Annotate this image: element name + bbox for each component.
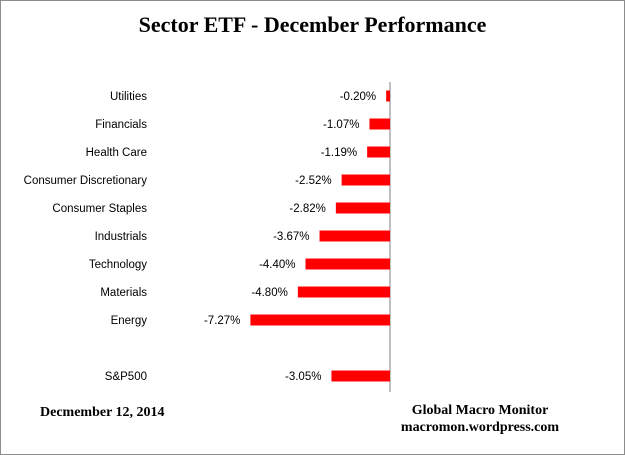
bar-industrials xyxy=(319,230,390,242)
source-name: Global Macro Monitor xyxy=(411,403,549,418)
footer-source: Global Macro Monitor macromon.wordpress.… xyxy=(380,402,580,436)
value-label-health-care: -1.19% xyxy=(321,147,357,159)
category-label-s-p500: S&P500 xyxy=(105,371,147,383)
bar-materials xyxy=(297,286,390,298)
bar-consumer-discretionary xyxy=(341,174,390,186)
value-label-materials: -4.80% xyxy=(251,287,287,299)
bar-health-care xyxy=(367,146,390,158)
bar-technology xyxy=(305,258,390,270)
value-label-consumer-staples: -2.82% xyxy=(289,203,325,215)
bar-utilities xyxy=(386,90,390,102)
category-label-technology: Technology xyxy=(89,259,147,271)
category-label-consumer-staples: Consumer Staples xyxy=(52,203,147,215)
category-label-materials: Materials xyxy=(100,287,147,299)
value-label-utilities: -0.20% xyxy=(340,91,376,103)
source-url: macromon.wordpress.com xyxy=(400,420,560,435)
category-label-energy: Energy xyxy=(111,315,148,327)
category-label-financials: Financials xyxy=(95,119,147,131)
value-label-consumer-discretionary: -2.52% xyxy=(295,175,331,187)
chart-title: Sector ETF - December Performance xyxy=(138,12,487,37)
category-label-health-care: Health Care xyxy=(86,147,147,159)
value-label-technology: -4.40% xyxy=(259,259,295,271)
category-label-utilities: Utilities xyxy=(110,91,147,103)
bar-consumer-staples xyxy=(335,202,390,214)
value-label-financials: -1.07% xyxy=(323,119,359,131)
category-label-industrials: Industrials xyxy=(95,231,148,243)
bar-s-p500 xyxy=(331,370,390,382)
value-label-s-p500: -3.05% xyxy=(285,371,321,383)
bar-energy xyxy=(250,314,390,326)
category-label-consumer-discretionary: Consumer Discretionary xyxy=(24,175,148,187)
value-label-energy: -7.27% xyxy=(204,315,240,327)
footer-date: Decmember 12, 2014 xyxy=(40,405,165,420)
value-label-industrials: -3.67% xyxy=(273,231,309,243)
bar-financials xyxy=(369,118,390,130)
